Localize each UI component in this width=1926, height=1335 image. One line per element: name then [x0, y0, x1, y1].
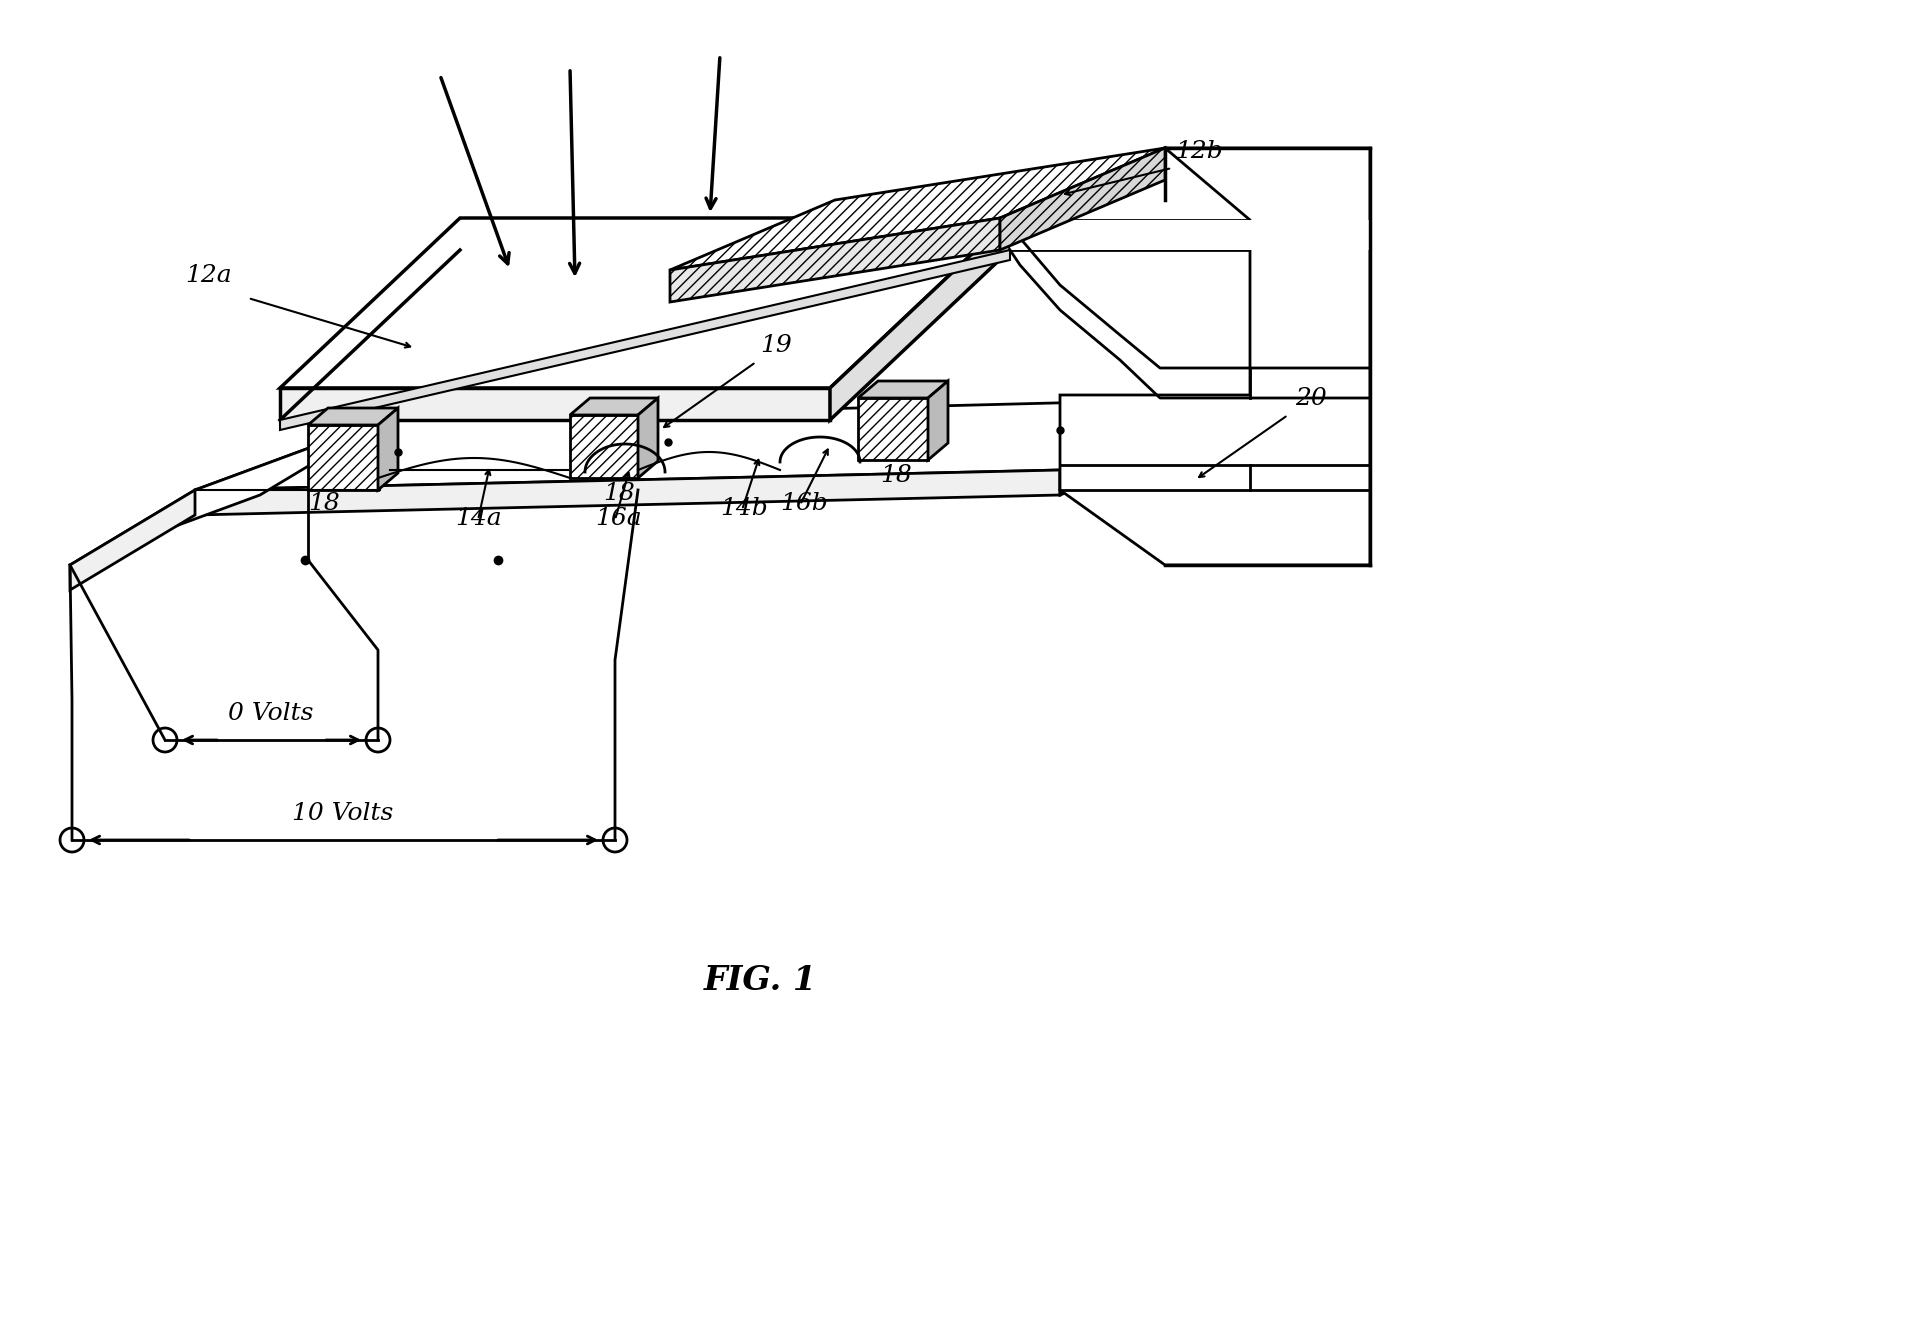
Polygon shape [69, 490, 195, 590]
Polygon shape [830, 218, 1009, 421]
Text: 16b: 16b [780, 493, 828, 515]
Polygon shape [69, 421, 385, 565]
Text: 18: 18 [308, 493, 339, 515]
Text: 18: 18 [880, 465, 911, 487]
Text: 20: 20 [1294, 387, 1327, 410]
Text: 14a: 14a [455, 507, 501, 530]
Text: 0 Volts: 0 Volts [229, 702, 314, 725]
Polygon shape [195, 398, 1250, 490]
Text: 12b: 12b [1175, 140, 1223, 163]
Polygon shape [570, 415, 638, 478]
Text: 18: 18 [603, 482, 636, 505]
Polygon shape [638, 398, 659, 478]
Polygon shape [308, 409, 399, 425]
Polygon shape [1009, 220, 1369, 250]
Text: 14b: 14b [720, 497, 768, 521]
Polygon shape [279, 250, 1009, 430]
Polygon shape [857, 398, 928, 461]
Text: FIG. 1: FIG. 1 [703, 964, 817, 997]
Polygon shape [570, 398, 659, 415]
Polygon shape [377, 409, 399, 490]
Polygon shape [670, 148, 1165, 270]
Text: 10 Volts: 10 Volts [293, 802, 393, 825]
Text: 19: 19 [761, 334, 792, 356]
Text: 16a: 16a [595, 507, 641, 530]
Polygon shape [279, 388, 830, 421]
Text: 12a: 12a [185, 264, 231, 287]
Polygon shape [1059, 148, 1369, 565]
Polygon shape [857, 380, 948, 398]
Polygon shape [1000, 148, 1165, 250]
Polygon shape [195, 470, 1059, 515]
Polygon shape [279, 218, 1009, 388]
Polygon shape [670, 218, 1000, 302]
Polygon shape [308, 425, 377, 490]
Polygon shape [1059, 398, 1250, 495]
Polygon shape [928, 380, 948, 461]
